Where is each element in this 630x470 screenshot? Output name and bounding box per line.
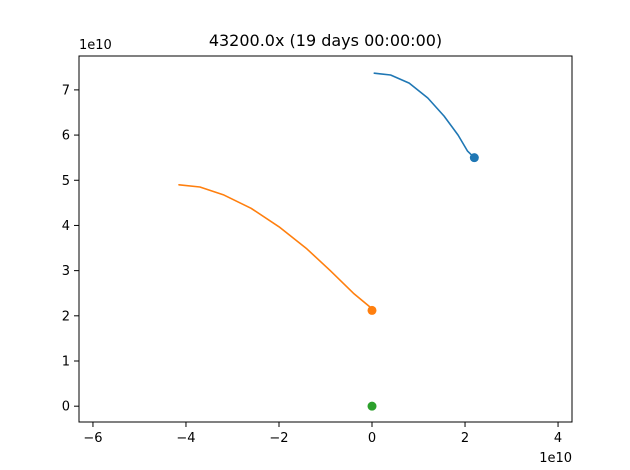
y-tick-label: 5 <box>62 174 70 189</box>
y-tick-label: 4 <box>62 219 70 234</box>
x-tick-label: 4 <box>554 431 562 446</box>
x-tick-label: 2 <box>461 431 469 446</box>
x-tick-label: −4 <box>176 431 195 446</box>
series-layer <box>178 72 479 411</box>
series-2-trajectory <box>178 184 373 312</box>
x-offset-label: 1e10 <box>539 451 572 466</box>
y-tick-label: 3 <box>62 264 70 279</box>
series-1-marker <box>469 153 479 163</box>
y-tick-label: 7 <box>62 83 70 98</box>
y-tick-label: 1 <box>62 355 70 370</box>
series-3-marker <box>367 401 377 411</box>
plot-area <box>78 55 573 423</box>
series-2-marker <box>367 305 377 315</box>
x-tick-label: −6 <box>83 431 102 446</box>
x-tick-label: 0 <box>368 431 376 446</box>
x-tick-label: −2 <box>269 431 288 446</box>
x-axis-ticks: −6 −4 −2 0 2 4 <box>83 422 562 446</box>
y-tick-label: 6 <box>62 129 70 144</box>
y-axis-ticks: 0 1 2 3 4 5 6 7 <box>62 83 79 415</box>
chart-title: 43200.0x (19 days 00:00:00) <box>209 31 442 50</box>
series-1-trajectory <box>373 72 476 159</box>
y-offset-label: 1e10 <box>79 38 112 53</box>
y-tick-label: 2 <box>62 309 70 324</box>
y-tick-label: 0 <box>62 400 70 415</box>
